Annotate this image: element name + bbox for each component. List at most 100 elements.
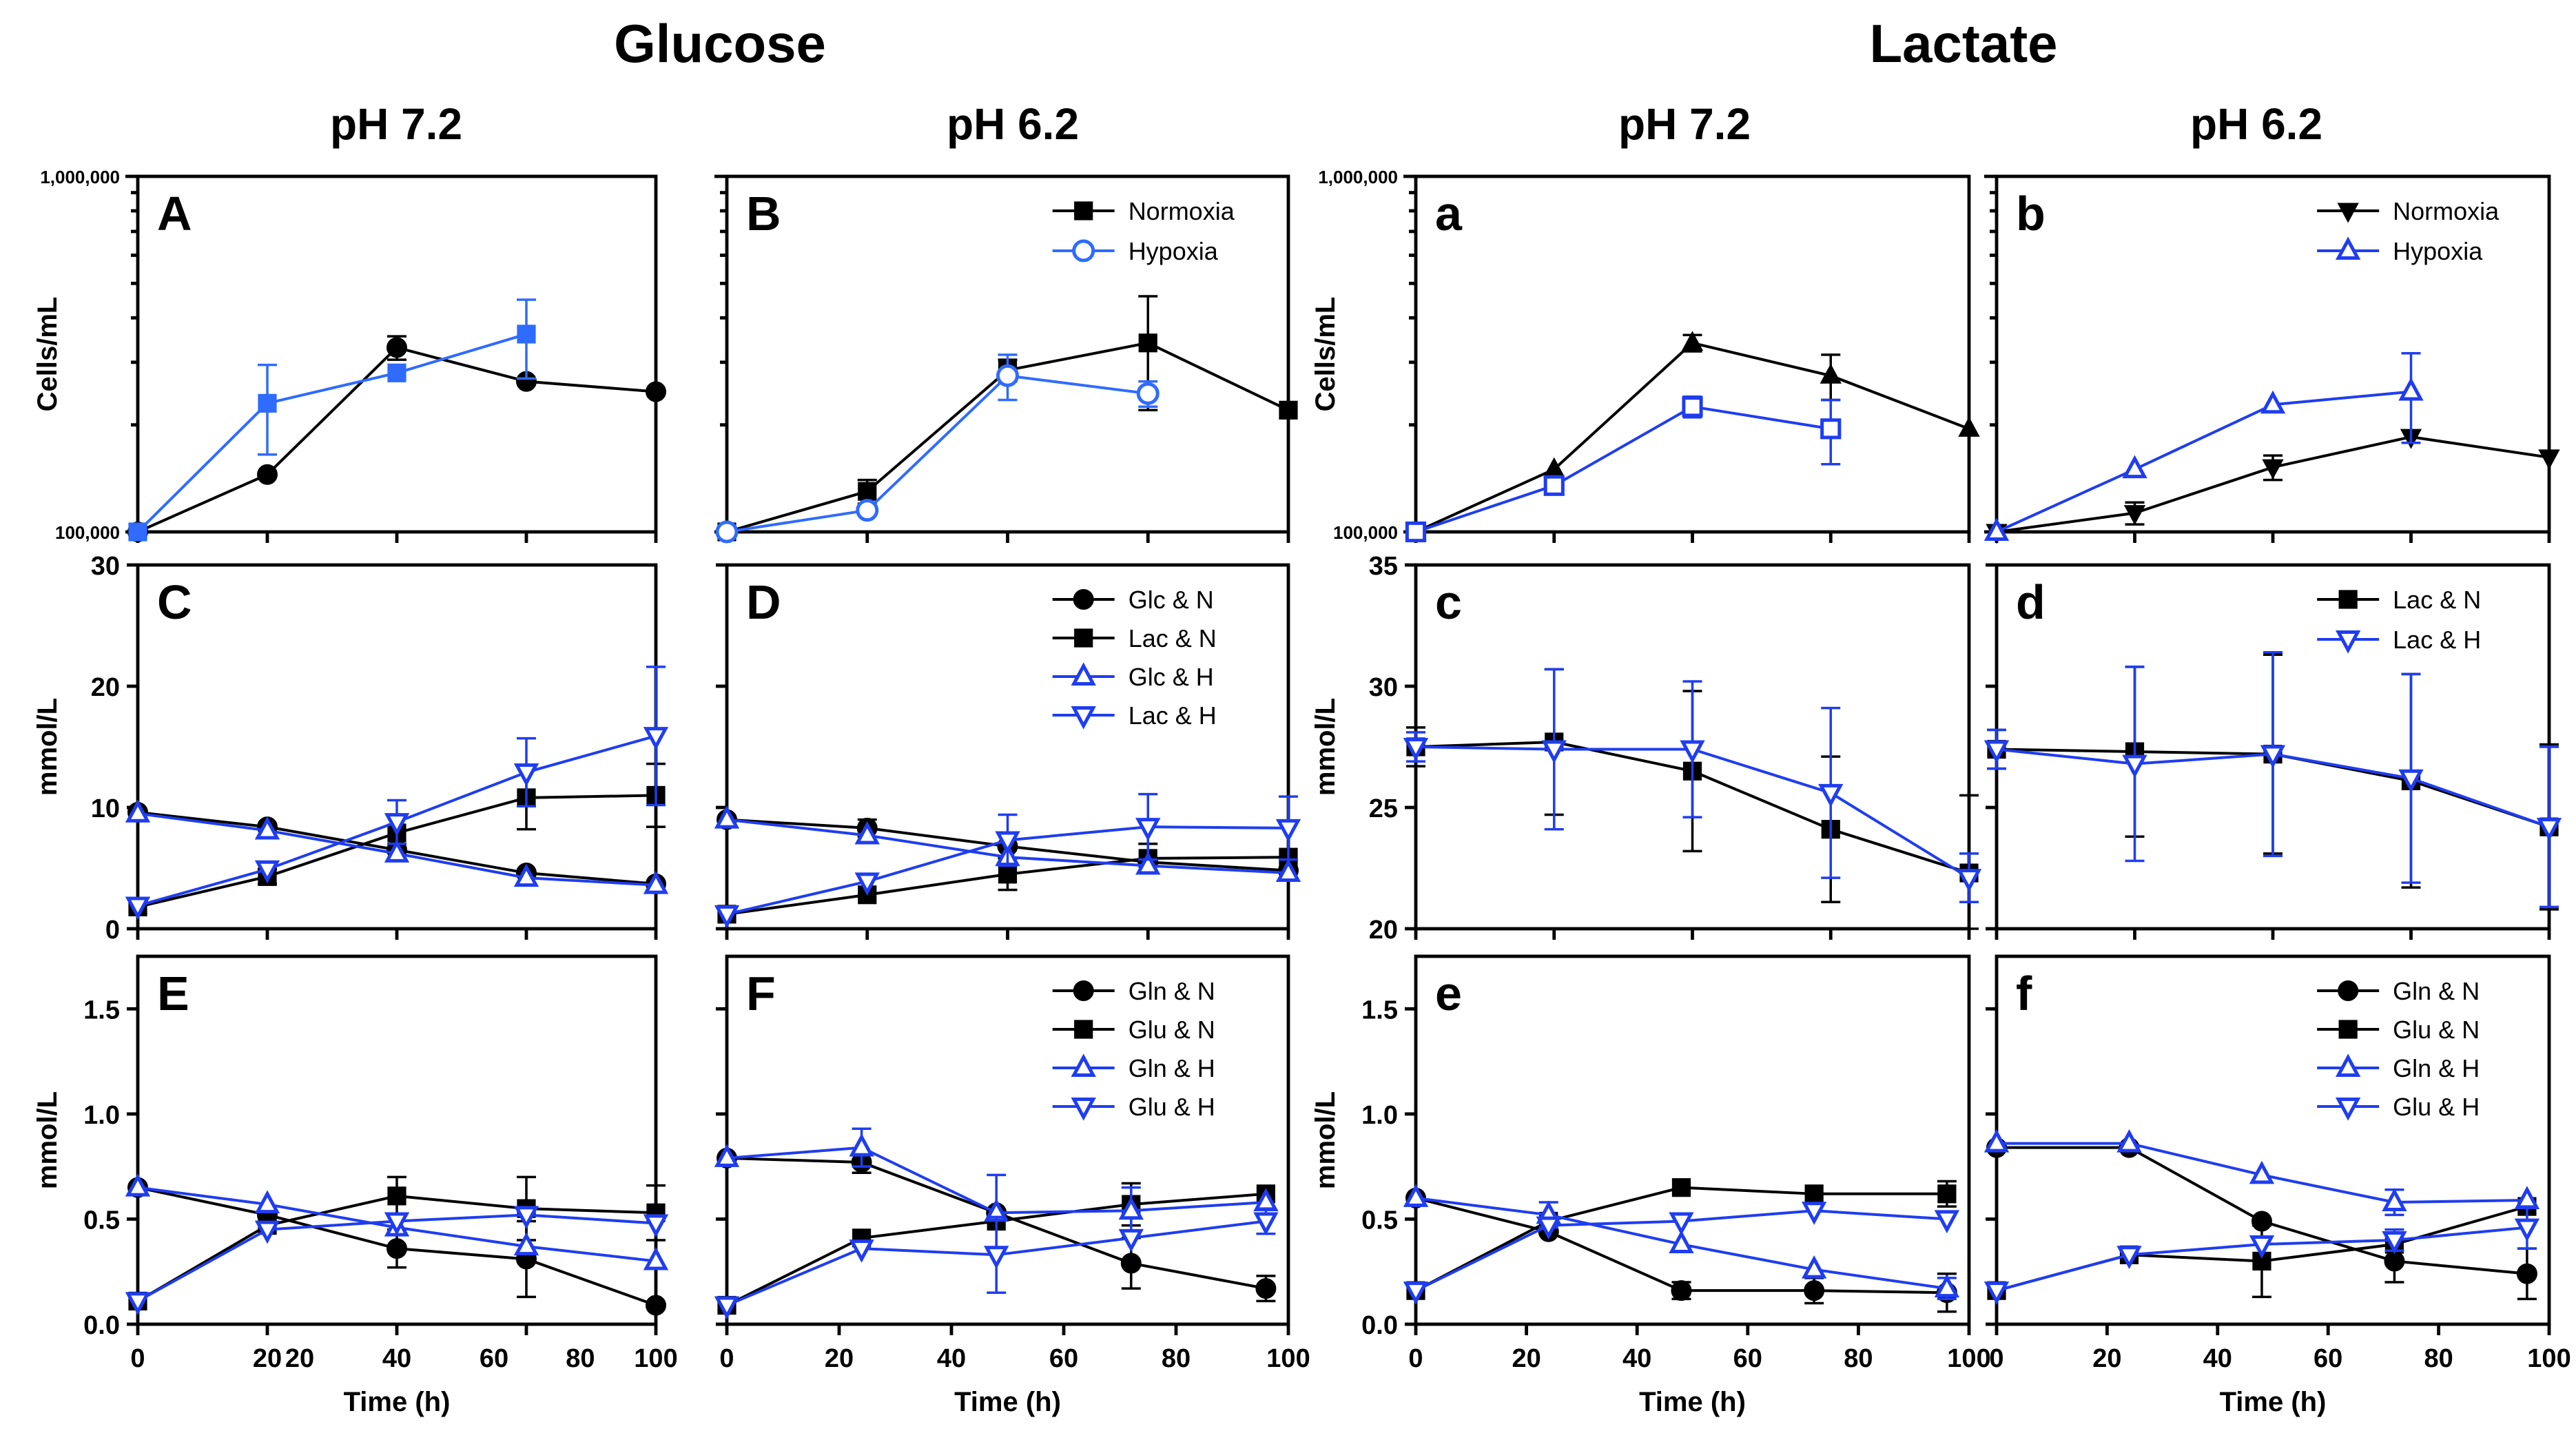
x-tick-label: 80 bbox=[2424, 1344, 2453, 1373]
data-point bbox=[125, 1292, 151, 1316]
legend-label: Lac & N bbox=[1129, 624, 1217, 652]
data-point bbox=[858, 482, 877, 501]
heading-lactate: Lactate bbox=[1869, 13, 2057, 74]
x-axis-label: Time (h) bbox=[2220, 1387, 2327, 1417]
legend-marker bbox=[1074, 1020, 1093, 1039]
series-normoxia bbox=[1405, 331, 1980, 540]
x-tick-label: 40 bbox=[382, 1344, 411, 1373]
data-point bbox=[1983, 740, 2010, 764]
series-lac-h bbox=[1403, 668, 1982, 904]
data-point bbox=[643, 1246, 669, 1270]
data-point bbox=[2538, 449, 2560, 470]
data-point bbox=[1680, 740, 1705, 764]
data-point bbox=[995, 831, 1020, 855]
y-tick-label: 1,000,000 bbox=[1318, 167, 1398, 187]
x-tick-label: 60 bbox=[1733, 1344, 1762, 1373]
x-tick-label: 100 bbox=[2527, 1344, 2570, 1373]
x-tick-label: 20 bbox=[253, 1344, 282, 1373]
panel-letter: E bbox=[157, 967, 189, 1020]
panel-letter: b bbox=[2016, 187, 2046, 240]
y-tick-label: 0.0 bbox=[1361, 1311, 1398, 1340]
data-point bbox=[856, 499, 879, 522]
data-point bbox=[996, 364, 1019, 387]
legend-marker bbox=[1071, 1053, 1096, 1077]
data-point bbox=[258, 393, 277, 413]
x-tick-label: 20 bbox=[825, 1344, 854, 1373]
data-point bbox=[1934, 1274, 1960, 1298]
data-point bbox=[2514, 1218, 2540, 1242]
legend-marker bbox=[1074, 628, 1093, 648]
series-normoxia bbox=[1986, 429, 2560, 544]
data-point bbox=[1983, 1129, 2010, 1153]
panel-frame bbox=[136, 563, 658, 931]
column-heading-3: pH 7.2 bbox=[1618, 99, 1751, 149]
data-point bbox=[714, 805, 740, 829]
data-point bbox=[2123, 505, 2146, 526]
x-tick-label: 40 bbox=[2203, 1344, 2232, 1373]
data-point bbox=[1820, 363, 1842, 384]
data-point bbox=[1403, 738, 1429, 761]
series-glc-h bbox=[125, 799, 669, 894]
data-point bbox=[517, 325, 536, 344]
data-point bbox=[2122, 754, 2147, 779]
data-point bbox=[849, 1239, 874, 1263]
data-point bbox=[513, 1232, 539, 1256]
x-tick-label: 100 bbox=[634, 1344, 677, 1373]
data-point bbox=[254, 1190, 280, 1214]
data-point bbox=[1801, 1202, 1827, 1225]
data-point bbox=[2262, 459, 2284, 480]
data-point bbox=[1135, 818, 1161, 841]
data-point bbox=[1541, 740, 1567, 764]
panel-a: a Cells/mL 100,000 1,000,000 bbox=[1310, 167, 1980, 543]
data-point bbox=[2249, 1235, 2275, 1259]
legend-marker bbox=[2335, 630, 2361, 654]
x-tick-label: 0 bbox=[1989, 1344, 2003, 1373]
y-tick-label: 30 bbox=[1369, 673, 1398, 702]
data-point bbox=[2382, 1188, 2407, 1212]
data-point bbox=[387, 1186, 406, 1206]
panel-frame bbox=[136, 954, 658, 1326]
legend-label: Glu & N bbox=[1129, 1016, 1215, 1044]
x-tick-label: 60 bbox=[480, 1344, 508, 1373]
data-point bbox=[1934, 1210, 1960, 1234]
legend: Glc & N Lac & N Glc & H Lac & H bbox=[1052, 586, 1217, 730]
data-point bbox=[1135, 851, 1161, 875]
panel-frame bbox=[1414, 174, 1971, 534]
y-tick-label: 35 bbox=[1369, 552, 1398, 581]
legend-label: Gln & H bbox=[2393, 1054, 2480, 1082]
heading-glucose: Glucose bbox=[614, 13, 826, 74]
legend-label: Normoxia bbox=[1129, 197, 1235, 225]
legend-label: Gln & N bbox=[1129, 977, 1215, 1005]
legend: Gln & N Glu & N Gln & H Glu & H bbox=[1052, 977, 1215, 1121]
panel-letter: a bbox=[1435, 187, 1463, 240]
legend-marker bbox=[2335, 1098, 2361, 1121]
data-point bbox=[2116, 1246, 2142, 1269]
x-tick-label: 20 bbox=[2092, 1344, 2121, 1373]
data-point bbox=[2536, 818, 2562, 841]
y-tick-label: 1.5 bbox=[83, 996, 120, 1025]
data-point bbox=[854, 821, 880, 845]
series-normoxia bbox=[717, 295, 1298, 542]
panel-D: D Glc & N Lac & N Glc & H Lac & H bbox=[714, 563, 1301, 940]
data-point bbox=[125, 896, 151, 920]
data-point bbox=[2398, 769, 2424, 793]
legend-label: Glu & N bbox=[2393, 1016, 2480, 1044]
y-tick-label: 30 bbox=[91, 552, 120, 581]
data-point bbox=[2260, 390, 2286, 414]
data-point bbox=[1118, 1228, 1144, 1253]
series-glu-h bbox=[125, 1206, 669, 1316]
legend-marker bbox=[2337, 203, 2359, 223]
series-line bbox=[136, 333, 527, 533]
panel-b: b Normoxia Hypoxia bbox=[1983, 174, 2560, 544]
y-axis-label: mmol/L bbox=[1310, 1091, 1341, 1189]
data-point bbox=[646, 381, 666, 402]
x-tick-label: 40 bbox=[937, 1344, 966, 1373]
x-tick-label: 20 bbox=[285, 1344, 314, 1373]
y-axis-label: mmol/L bbox=[1310, 698, 1341, 796]
data-point bbox=[1818, 783, 1844, 807]
legend-label: Lac & H bbox=[1129, 701, 1217, 730]
data-point bbox=[1820, 418, 1842, 440]
data-point bbox=[128, 522, 147, 542]
